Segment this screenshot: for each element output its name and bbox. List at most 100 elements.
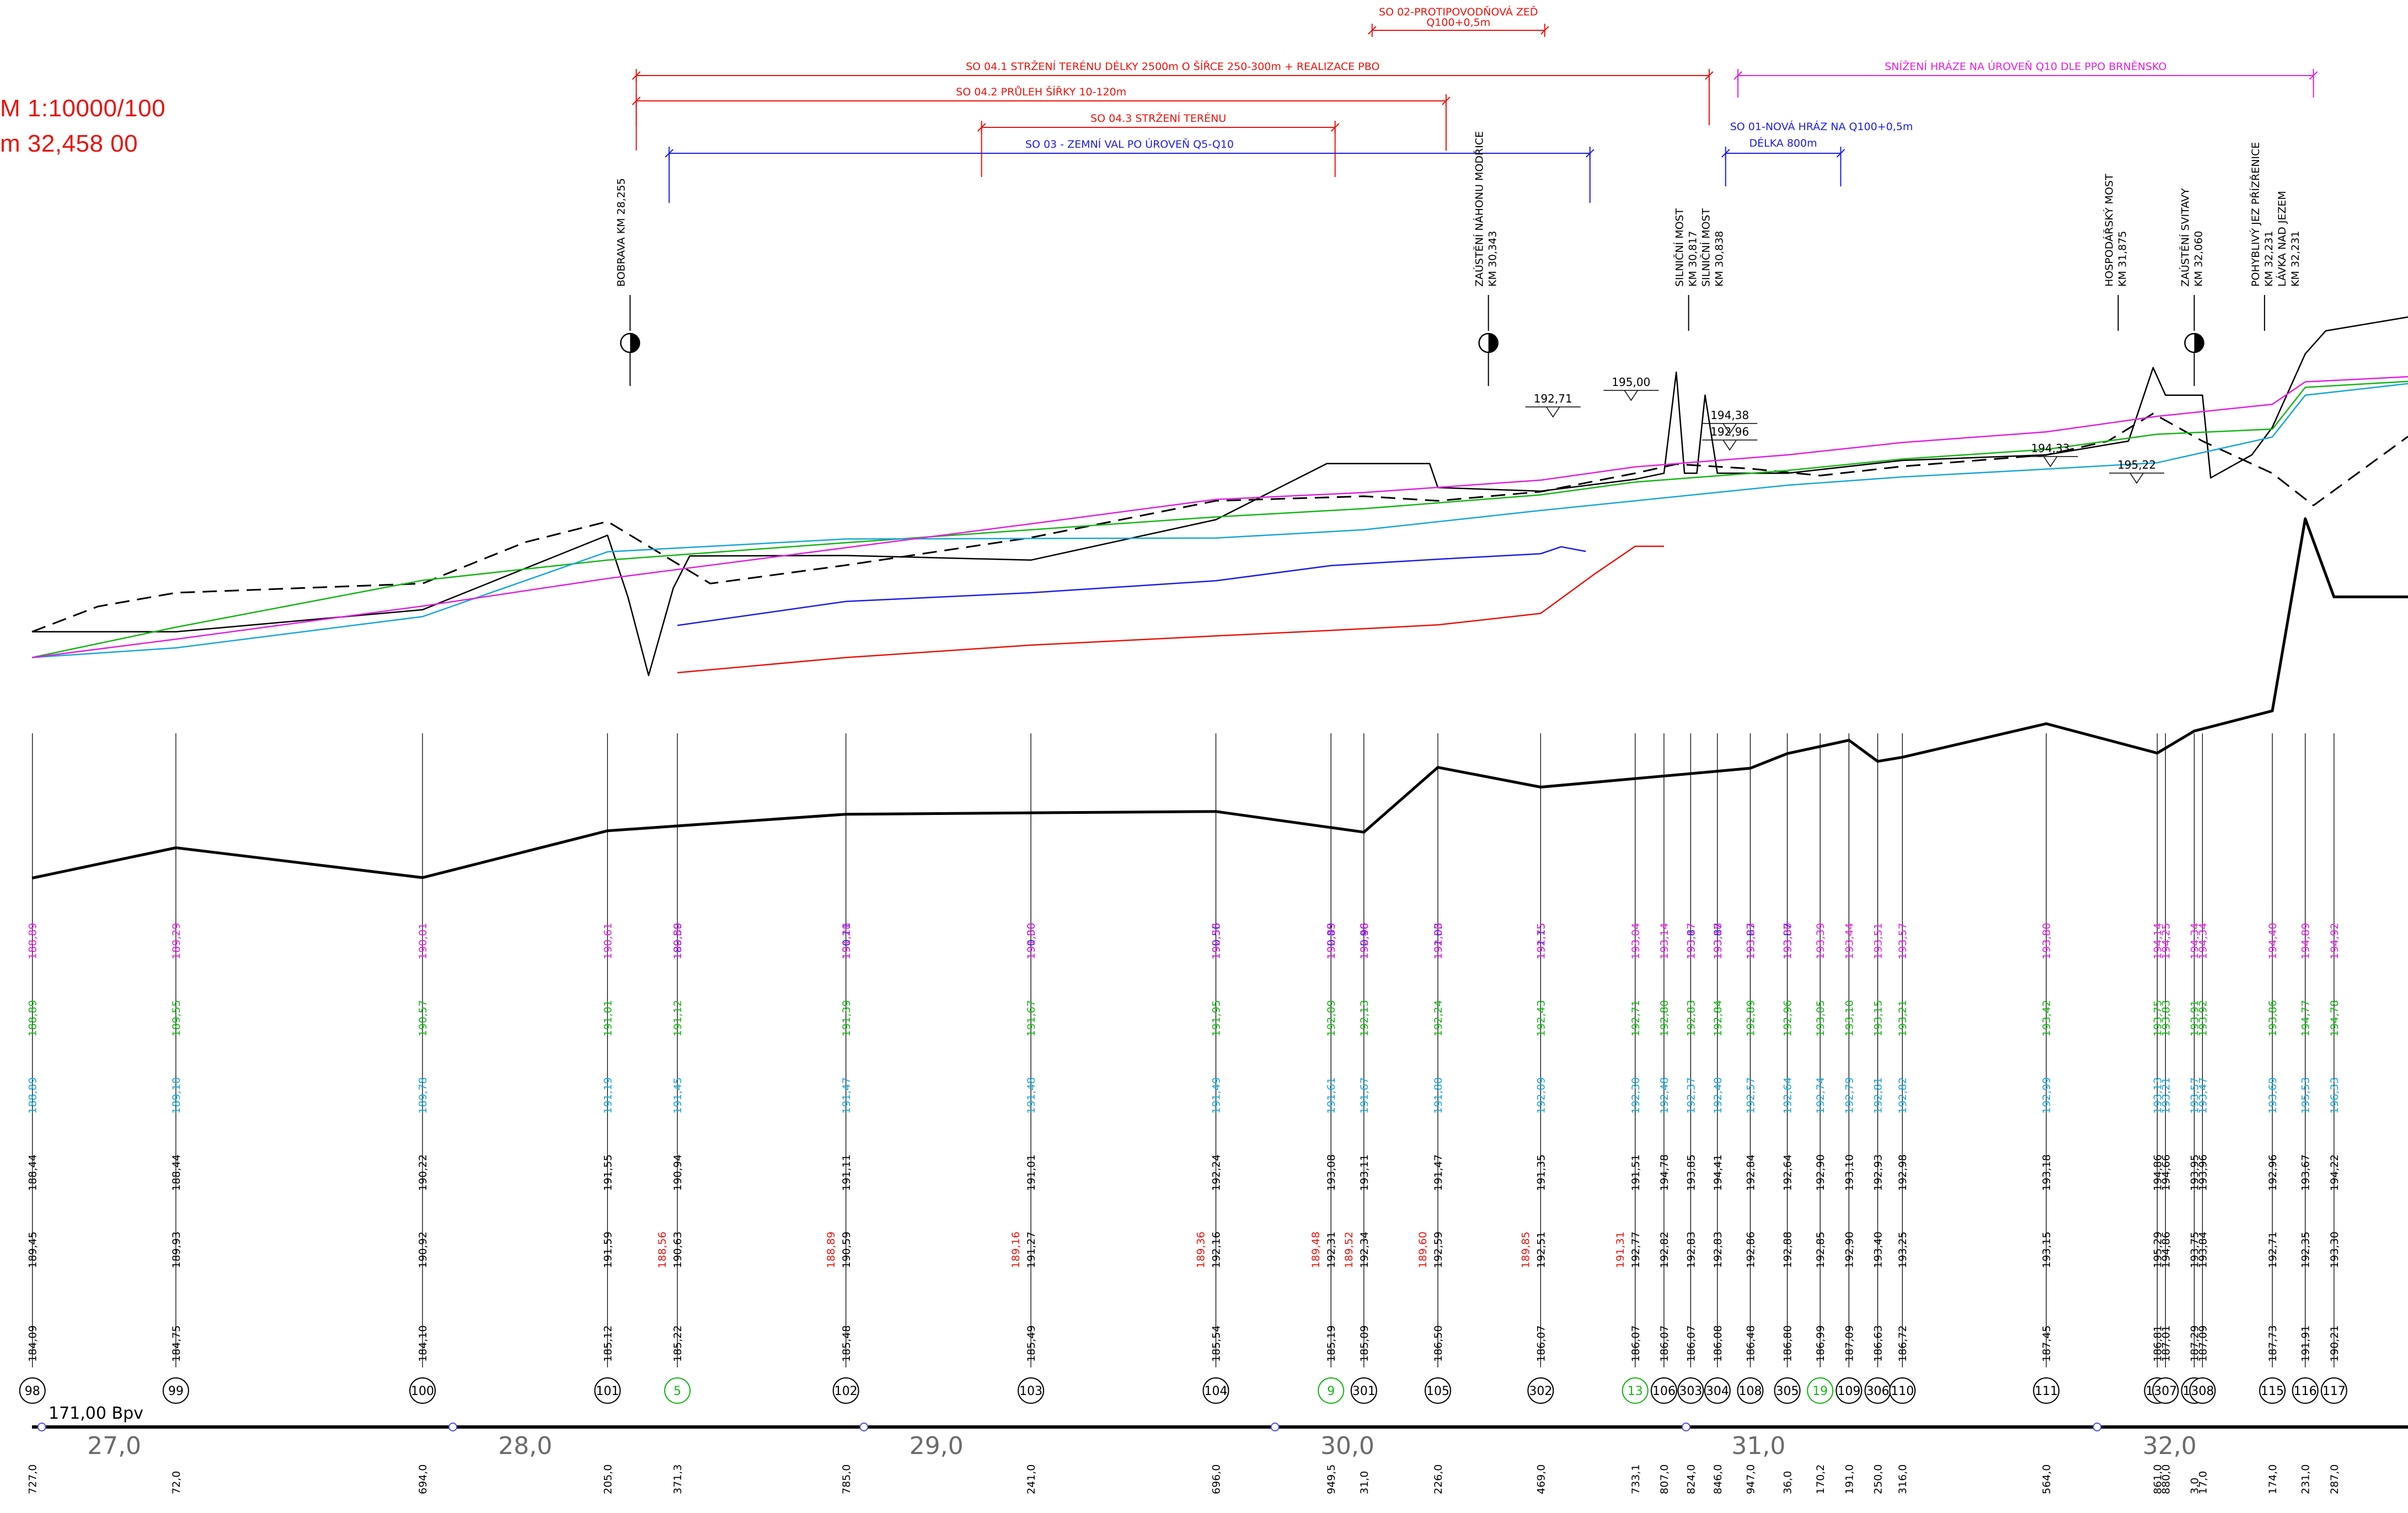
- station-id: 108: [1738, 1385, 1762, 1398]
- station-value-s_cyan: 195,53: [2300, 1077, 2312, 1114]
- station-id: 115: [2261, 1385, 2284, 1398]
- station-value-s_cyan: 192,74: [1815, 1077, 1827, 1114]
- station-value-s_magenta: 189,29: [170, 923, 183, 959]
- station-value-s_black: 190,94: [672, 1155, 684, 1191]
- object-label: BOBRAVA KM 28,255: [615, 178, 627, 287]
- station-value-s_cyan: 193,69: [2267, 1077, 2279, 1114]
- station-value-bank: 193,75: [2188, 1232, 2201, 1268]
- station-value-s_green: 192,84: [1712, 1000, 1724, 1037]
- station-marker: 115: [2259, 1377, 2286, 1404]
- station-value-s_black: 193,85: [1685, 1155, 1697, 1191]
- station-value-bank: 192,82: [1658, 1232, 1671, 1268]
- object-label: LÁVKA NAD JEZEM: [2276, 191, 2288, 287]
- station-value-bank: 191,59: [602, 1232, 614, 1268]
- station-value-s_cyan: 192,40: [1712, 1077, 1724, 1114]
- measure-label: SO 01-NOVÁ HRÁZ NA Q100+0,5m: [1730, 120, 1913, 133]
- station-value-s_green: 192,80: [1658, 1000, 1671, 1037]
- station-value-s_magenta: 192,56: [1432, 923, 1444, 959]
- station-value-bank: 192,51: [1535, 1232, 1547, 1268]
- measure-label: SO 04.1 STRŽENÍ TERÉNU DÉLKY 2500m O ŠÍŘ…: [966, 60, 1379, 73]
- station-value-bed: 186,48: [1745, 1326, 1757, 1362]
- station-value-s_cyan: 192,57: [1745, 1077, 1757, 1114]
- km-axis-label: 29,0: [909, 1432, 964, 1460]
- station-id: 306: [1866, 1385, 1890, 1398]
- measure-label: SO 02-PROTIPOVODŇOVÁ ZEĎ: [1379, 6, 1538, 18]
- measure-label: SO 04.3 STRŽENÍ TERÉNU: [1090, 112, 1226, 125]
- station-value-s_black: 193,95: [2188, 1155, 2201, 1191]
- profile-line-dike: [31, 412, 2408, 633]
- station-marker: 307: [2152, 1377, 2179, 1404]
- station-value-s_green: 192,83: [1685, 1000, 1697, 1037]
- station-value-s_magenta: 192,33: [1211, 923, 1223, 959]
- station-value-s_magenta: 192,45: [1325, 923, 1337, 959]
- station-value-bed: 185,12: [602, 1326, 614, 1362]
- station-marker-circle: [1737, 1377, 1764, 1404]
- station-value-s_cyan: 191,61: [1325, 1077, 1337, 1114]
- station-value-blue: 190,89: [1325, 923, 1337, 959]
- object-label: KM 32,231: [2263, 231, 2275, 287]
- station-value-blue: 191,15: [1535, 923, 1547, 959]
- object-label: ZAÚSTĚNÍ NÁHONU MODŘICE: [1473, 131, 1486, 287]
- station-value-bed: 184,75: [170, 1326, 183, 1362]
- station-value-bank: 193,15: [2041, 1232, 2053, 1268]
- station-value-s_red: 189,48: [1310, 1232, 1322, 1268]
- station-marker-circle: [19, 1377, 46, 1404]
- station-id: 13: [1628, 1385, 1643, 1398]
- station-distance: 316,0: [1897, 1464, 1909, 1494]
- station-value-s_red: 188,56: [656, 1232, 668, 1268]
- station-id: 100: [411, 1385, 434, 1398]
- station-value-s_green: 193,86: [2267, 1000, 2279, 1037]
- station-value-s_green: 193,21: [1897, 1000, 1909, 1037]
- station-value-s_magenta: 194,92: [2329, 923, 2341, 959]
- station-value-s_cyan: 192,37: [1685, 1077, 1697, 1114]
- station-value-bank: 189,93: [170, 1232, 183, 1268]
- station-marker: 302: [1527, 1377, 1554, 1404]
- station-value-bank: 192,83: [1712, 1232, 1724, 1268]
- station-marker-circle: [1318, 1377, 1345, 1404]
- station-value-s_black: 192,24: [1211, 1155, 1223, 1191]
- station-value-bank: 195,29: [2152, 1232, 2164, 1268]
- station-value-s_green: 194,78: [2329, 1000, 2341, 1037]
- station-value-s_cyan: 193,21: [2160, 1077, 2172, 1114]
- station-distance: 287,0: [2329, 1464, 2341, 1494]
- station-marker: 306: [1864, 1377, 1891, 1404]
- station-value-s_black: 194,66: [2160, 1155, 2172, 1191]
- station-marker: 13: [1622, 1377, 1649, 1404]
- station-value-s_green: 193,75: [2152, 1000, 2164, 1037]
- station-marker-circle: [1527, 1377, 1554, 1404]
- station-marker: 102: [832, 1377, 859, 1404]
- station-marker-circle: [1704, 1377, 1731, 1404]
- station-marker: 110: [1889, 1377, 1916, 1404]
- station-id: 102: [834, 1385, 858, 1398]
- station-value-bed: 185,49: [1025, 1326, 1037, 1362]
- level-mark-value: 195,00: [1612, 375, 1650, 389]
- station-value-bank: 190,92: [417, 1232, 429, 1268]
- station-id: 305: [1776, 1385, 1799, 1398]
- measure-label: SO 04.2 PRŮLEH ŠÍŘKY 10-120m: [956, 85, 1126, 98]
- station-value-s_cyan: 193,57: [2188, 1077, 2201, 1114]
- station-value-s_cyan: 192,82: [1897, 1077, 1909, 1114]
- station-value-bed: 185,19: [1325, 1326, 1337, 1362]
- station-distance: 727,0: [27, 1464, 39, 1494]
- station-value-s_green: 192,09: [1325, 1000, 1337, 1037]
- profile-line-q_red: [677, 545, 1664, 674]
- drawing-km-range: m 32,458 00: [0, 130, 138, 157]
- station-value-bed: 184,10: [417, 1326, 429, 1362]
- station-marker-circle: [409, 1377, 436, 1404]
- level-mark-arrow: [1624, 390, 1638, 401]
- station-value-s_magenta: 194,14: [2152, 923, 2164, 959]
- station-id: 5: [673, 1385, 681, 1398]
- station-value-bank: 193,25: [1897, 1232, 1909, 1268]
- station-value-bank: 193,84: [2197, 1232, 2209, 1268]
- station-value-s_black: 191,01: [1025, 1155, 1037, 1191]
- station-marker: 108: [1737, 1377, 1764, 1404]
- station-distance: 191,0: [1843, 1464, 1855, 1494]
- station-value-s_magenta: 191,28: [841, 923, 853, 959]
- station-value-bed: 186,07: [1630, 1326, 1642, 1362]
- station-value-s_cyan: 191,45: [672, 1077, 684, 1114]
- station-value-s_black: 188,44: [170, 1155, 183, 1191]
- station-value-s_red: 189,52: [1343, 1232, 1355, 1268]
- station-value-s_magenta: 192,75: [1535, 923, 1547, 959]
- station-value-s_green: 193,42: [2041, 1000, 2053, 1037]
- station-value-s_black: 193,96: [2197, 1155, 2209, 1191]
